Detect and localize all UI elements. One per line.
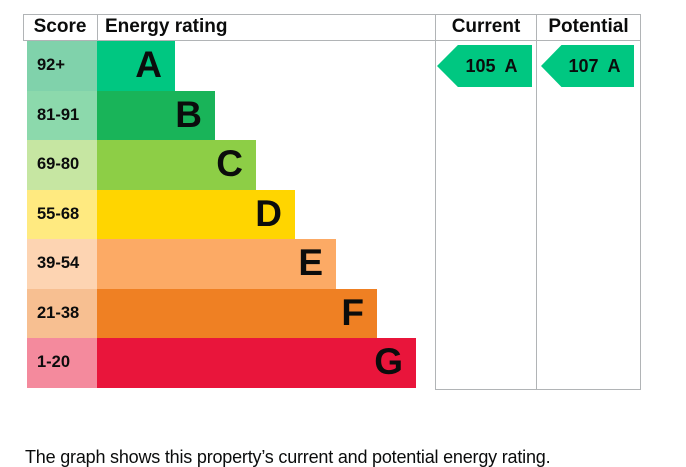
band-score-label: 55-68 <box>27 189 97 240</box>
band-row-b: 81-91 B <box>27 90 417 141</box>
table-border-bottom <box>435 389 641 390</box>
current-rating-band: A <box>504 55 518 76</box>
header-current: Current <box>451 16 521 37</box>
divider-score-rating <box>97 14 98 41</box>
band-score-label: 81-91 <box>27 90 97 141</box>
band-row-c: 69-80 C <box>27 140 417 190</box>
current-rating-value: 105 <box>465 55 496 76</box>
table-border-top <box>23 14 641 15</box>
potential-rating-value: 107 <box>568 55 599 76</box>
band-bar-b: B <box>97 90 215 141</box>
band-score-label: 92+ <box>27 41 97 91</box>
table-border-right <box>640 14 641 390</box>
current-rating-arrow: 105 A <box>437 45 532 87</box>
band-row-a: 92+ A <box>27 41 417 91</box>
chart-caption: The graph shows this property’s current … <box>25 447 551 467</box>
band-bar-d: D <box>97 189 295 240</box>
band-row-e: 39-54 E <box>27 239 417 289</box>
band-rows: 92+ A 81-91 B 69-80 C 55-68 D 39-54 E 21-38 F 1-20 G <box>27 41 417 388</box>
table-border-header-bottom <box>23 40 641 41</box>
table-border-left <box>23 14 24 41</box>
band-score-label: 1-20 <box>27 338 97 388</box>
band-bar-g: G <box>97 338 416 388</box>
header-score: Score <box>33 16 87 37</box>
header-rating: Energy rating <box>105 16 228 37</box>
band-bar-f: F <box>97 288 377 339</box>
header-potential: Potential <box>548 16 629 37</box>
potential-rating-band: A <box>607 55 621 76</box>
band-score-label: 21-38 <box>27 288 97 339</box>
band-bar-e: E <box>97 239 336 289</box>
band-row-f: 21-38 F <box>27 288 417 339</box>
band-bar-a: A <box>97 41 175 91</box>
divider-current-column-left <box>435 14 436 390</box>
band-bar-c: C <box>97 140 256 190</box>
band-score-label: 39-54 <box>27 239 97 289</box>
band-row-g: 1-20 G <box>27 338 417 388</box>
band-row-d: 55-68 D <box>27 189 417 240</box>
band-score-label: 69-80 <box>27 140 97 190</box>
potential-rating-arrow: 107 A <box>541 45 634 87</box>
divider-current-potential <box>536 14 537 390</box>
